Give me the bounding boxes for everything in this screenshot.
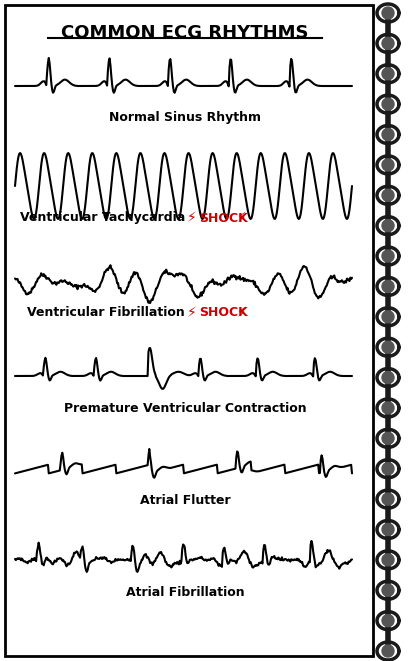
Text: Atrial Flutter: Atrial Flutter — [140, 494, 230, 506]
Circle shape — [382, 159, 394, 171]
Circle shape — [382, 402, 394, 414]
Circle shape — [382, 38, 394, 50]
Circle shape — [382, 128, 394, 141]
Text: Ventricular Fibrillation: Ventricular Fibrillation — [27, 307, 185, 319]
Circle shape — [382, 371, 394, 383]
Circle shape — [382, 311, 394, 323]
Text: SHOCK: SHOCK — [199, 307, 248, 319]
Text: Normal Sinus Rhythm: Normal Sinus Rhythm — [109, 112, 261, 124]
Circle shape — [382, 250, 394, 262]
Text: ⚡: ⚡ — [187, 211, 197, 225]
Text: COMMON ECG RHYTHMS: COMMON ECG RHYTHMS — [61, 24, 309, 42]
Circle shape — [382, 615, 394, 627]
Circle shape — [382, 645, 394, 657]
Text: ⚡: ⚡ — [187, 306, 197, 320]
Text: ⚡: ⚡ — [237, 211, 247, 225]
Circle shape — [382, 280, 394, 292]
Circle shape — [382, 68, 394, 80]
Text: Premature Ventricular Contraction: Premature Ventricular Contraction — [64, 401, 306, 414]
Circle shape — [382, 524, 394, 535]
Circle shape — [382, 554, 394, 566]
Text: Ventricular Tachycardia: Ventricular Tachycardia — [20, 212, 185, 225]
Circle shape — [382, 7, 394, 19]
Circle shape — [382, 98, 394, 110]
Circle shape — [382, 219, 394, 231]
Circle shape — [382, 432, 394, 444]
Text: ⚡: ⚡ — [237, 306, 247, 320]
Circle shape — [382, 189, 394, 202]
Text: Atrial Fibrillation: Atrial Fibrillation — [126, 586, 244, 600]
Circle shape — [382, 463, 394, 475]
Circle shape — [382, 341, 394, 353]
Circle shape — [382, 584, 394, 596]
Bar — [5, 5, 373, 656]
Circle shape — [382, 493, 394, 505]
Text: SHOCK: SHOCK — [199, 212, 248, 225]
